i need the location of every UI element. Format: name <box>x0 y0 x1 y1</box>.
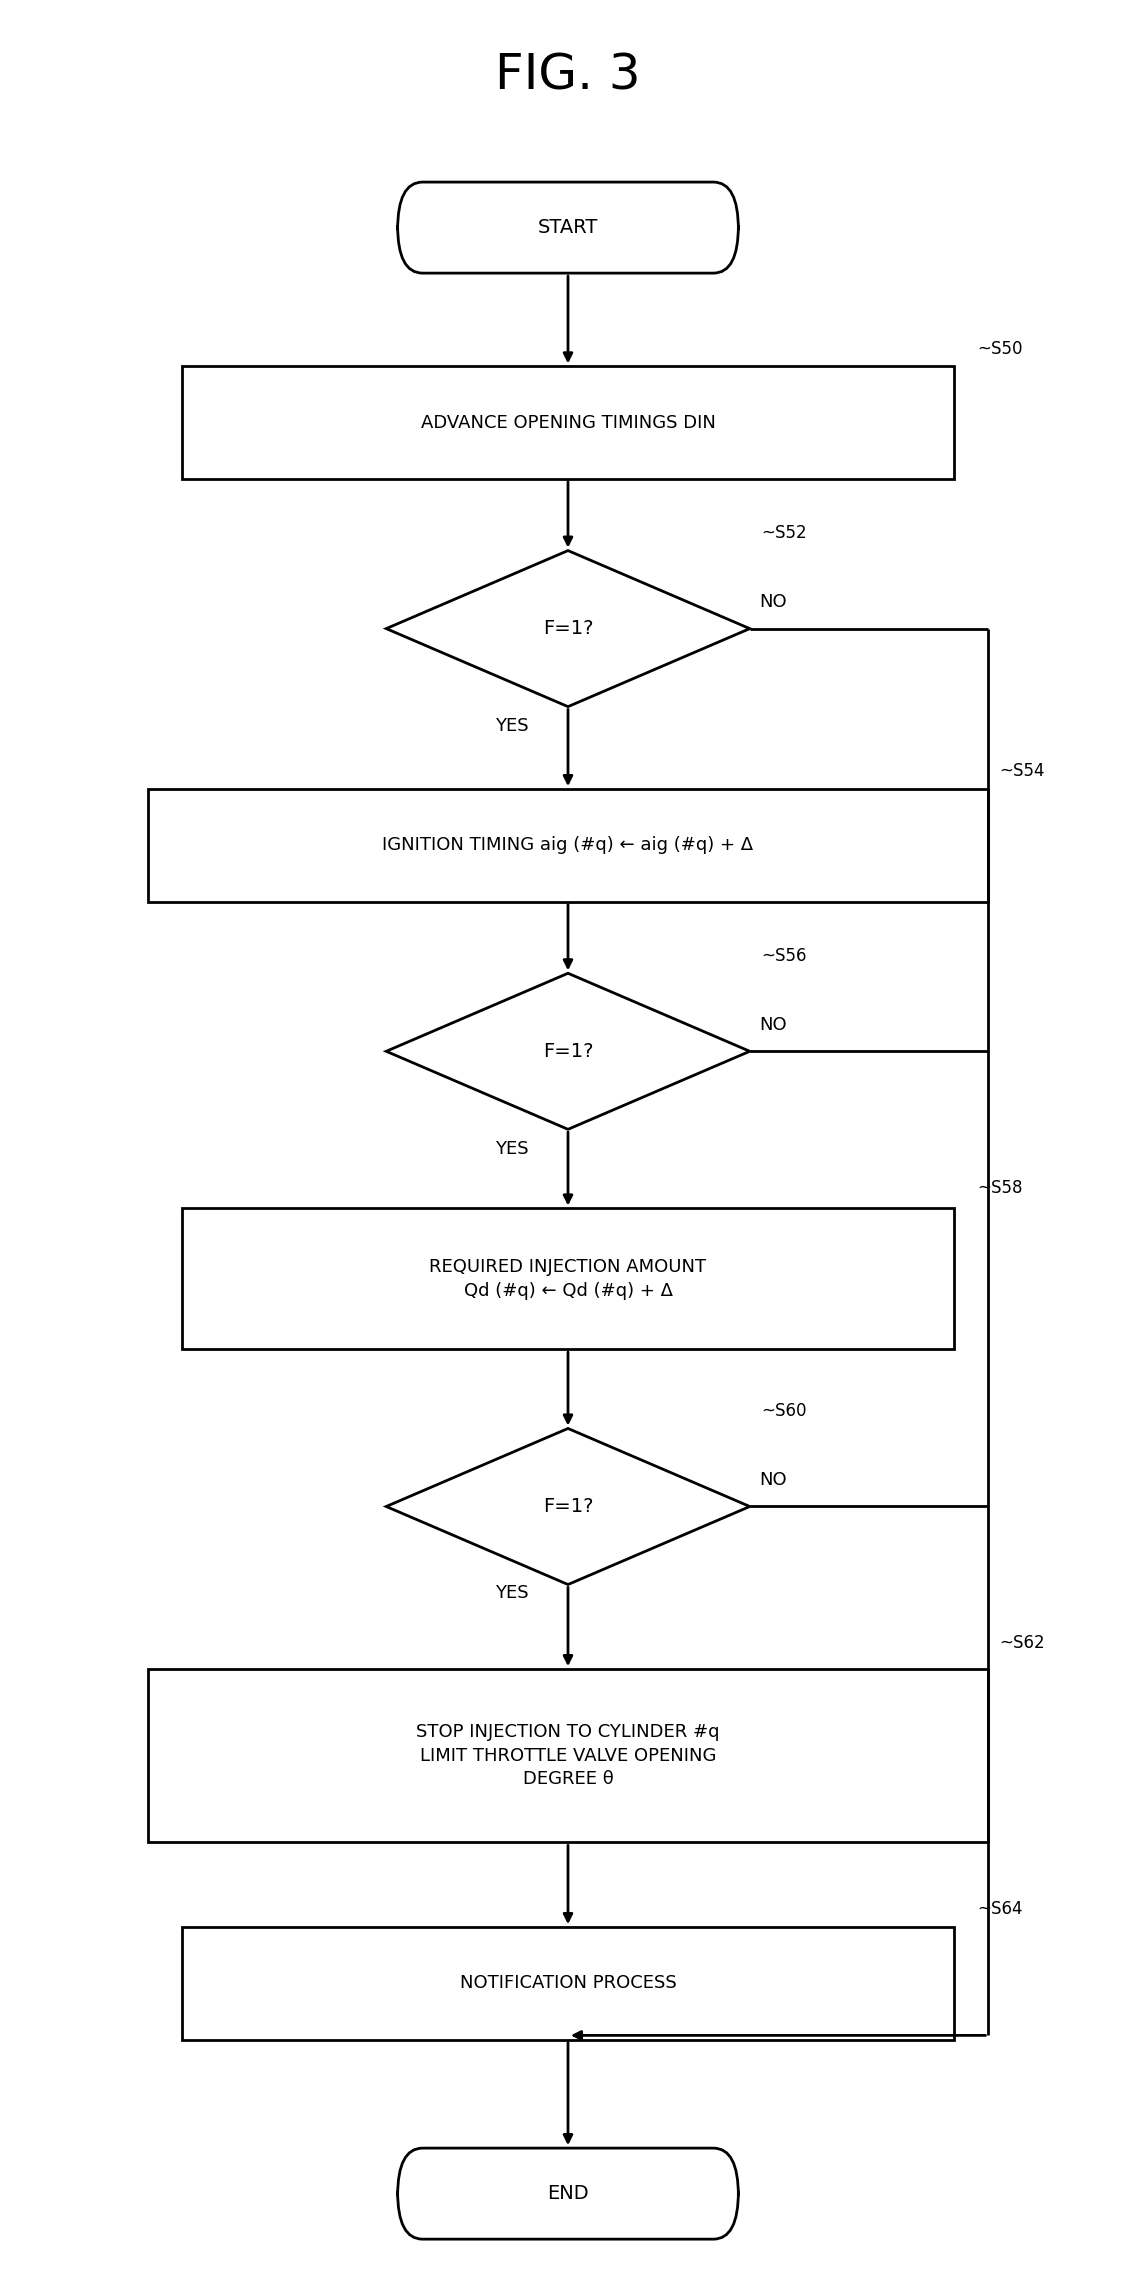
Text: ~S52: ~S52 <box>761 523 807 542</box>
Bar <box>182 1928 954 2039</box>
Text: NO: NO <box>759 594 786 612</box>
Text: REQUIRED INJECTION AMOUNT
Qd (#q) ← Qd (#q) + Δ: REQUIRED INJECTION AMOUNT Qd (#q) ← Qd (… <box>429 1259 707 1300</box>
Bar <box>148 1668 988 1844</box>
Text: YES: YES <box>494 1140 528 1158</box>
Text: NO: NO <box>759 1470 786 1489</box>
Text: YES: YES <box>494 717 528 735</box>
Text: NOTIFICATION PROCESS: NOTIFICATION PROCESS <box>460 1973 676 1992</box>
FancyBboxPatch shape <box>398 182 738 273</box>
Text: ~S54: ~S54 <box>1000 762 1045 781</box>
Bar <box>148 790 988 901</box>
Text: F=1?: F=1? <box>543 1498 593 1516</box>
Text: ~S60: ~S60 <box>761 1402 807 1420</box>
Polygon shape <box>386 551 750 706</box>
Polygon shape <box>386 1429 750 1584</box>
Text: YES: YES <box>494 1584 528 1602</box>
Text: FIG. 3: FIG. 3 <box>495 52 641 100</box>
FancyBboxPatch shape <box>398 2149 738 2240</box>
Polygon shape <box>386 974 750 1129</box>
Text: ~S62: ~S62 <box>1000 1634 1045 1652</box>
Text: ~S64: ~S64 <box>977 1900 1022 1919</box>
Text: ADVANCE OPENING TIMINGS DIN: ADVANCE OPENING TIMINGS DIN <box>420 414 716 432</box>
Text: IGNITION TIMING aig (#q) ← aig (#q) + Δ: IGNITION TIMING aig (#q) ← aig (#q) + Δ <box>383 835 753 854</box>
Text: END: END <box>548 2185 588 2203</box>
Text: ~S50: ~S50 <box>977 339 1022 357</box>
Text: NO: NO <box>759 1015 786 1033</box>
Bar <box>182 366 954 478</box>
Bar <box>182 1209 954 1350</box>
Text: F=1?: F=1? <box>543 619 593 637</box>
Text: ~S56: ~S56 <box>761 947 807 965</box>
Text: START: START <box>537 218 599 237</box>
Text: STOP INJECTION TO CYLINDER #q
LIMIT THROTTLE VALVE OPENING
DEGREE θ: STOP INJECTION TO CYLINDER #q LIMIT THRO… <box>416 1723 720 1789</box>
Text: ~S58: ~S58 <box>977 1179 1022 1197</box>
Text: F=1?: F=1? <box>543 1042 593 1061</box>
